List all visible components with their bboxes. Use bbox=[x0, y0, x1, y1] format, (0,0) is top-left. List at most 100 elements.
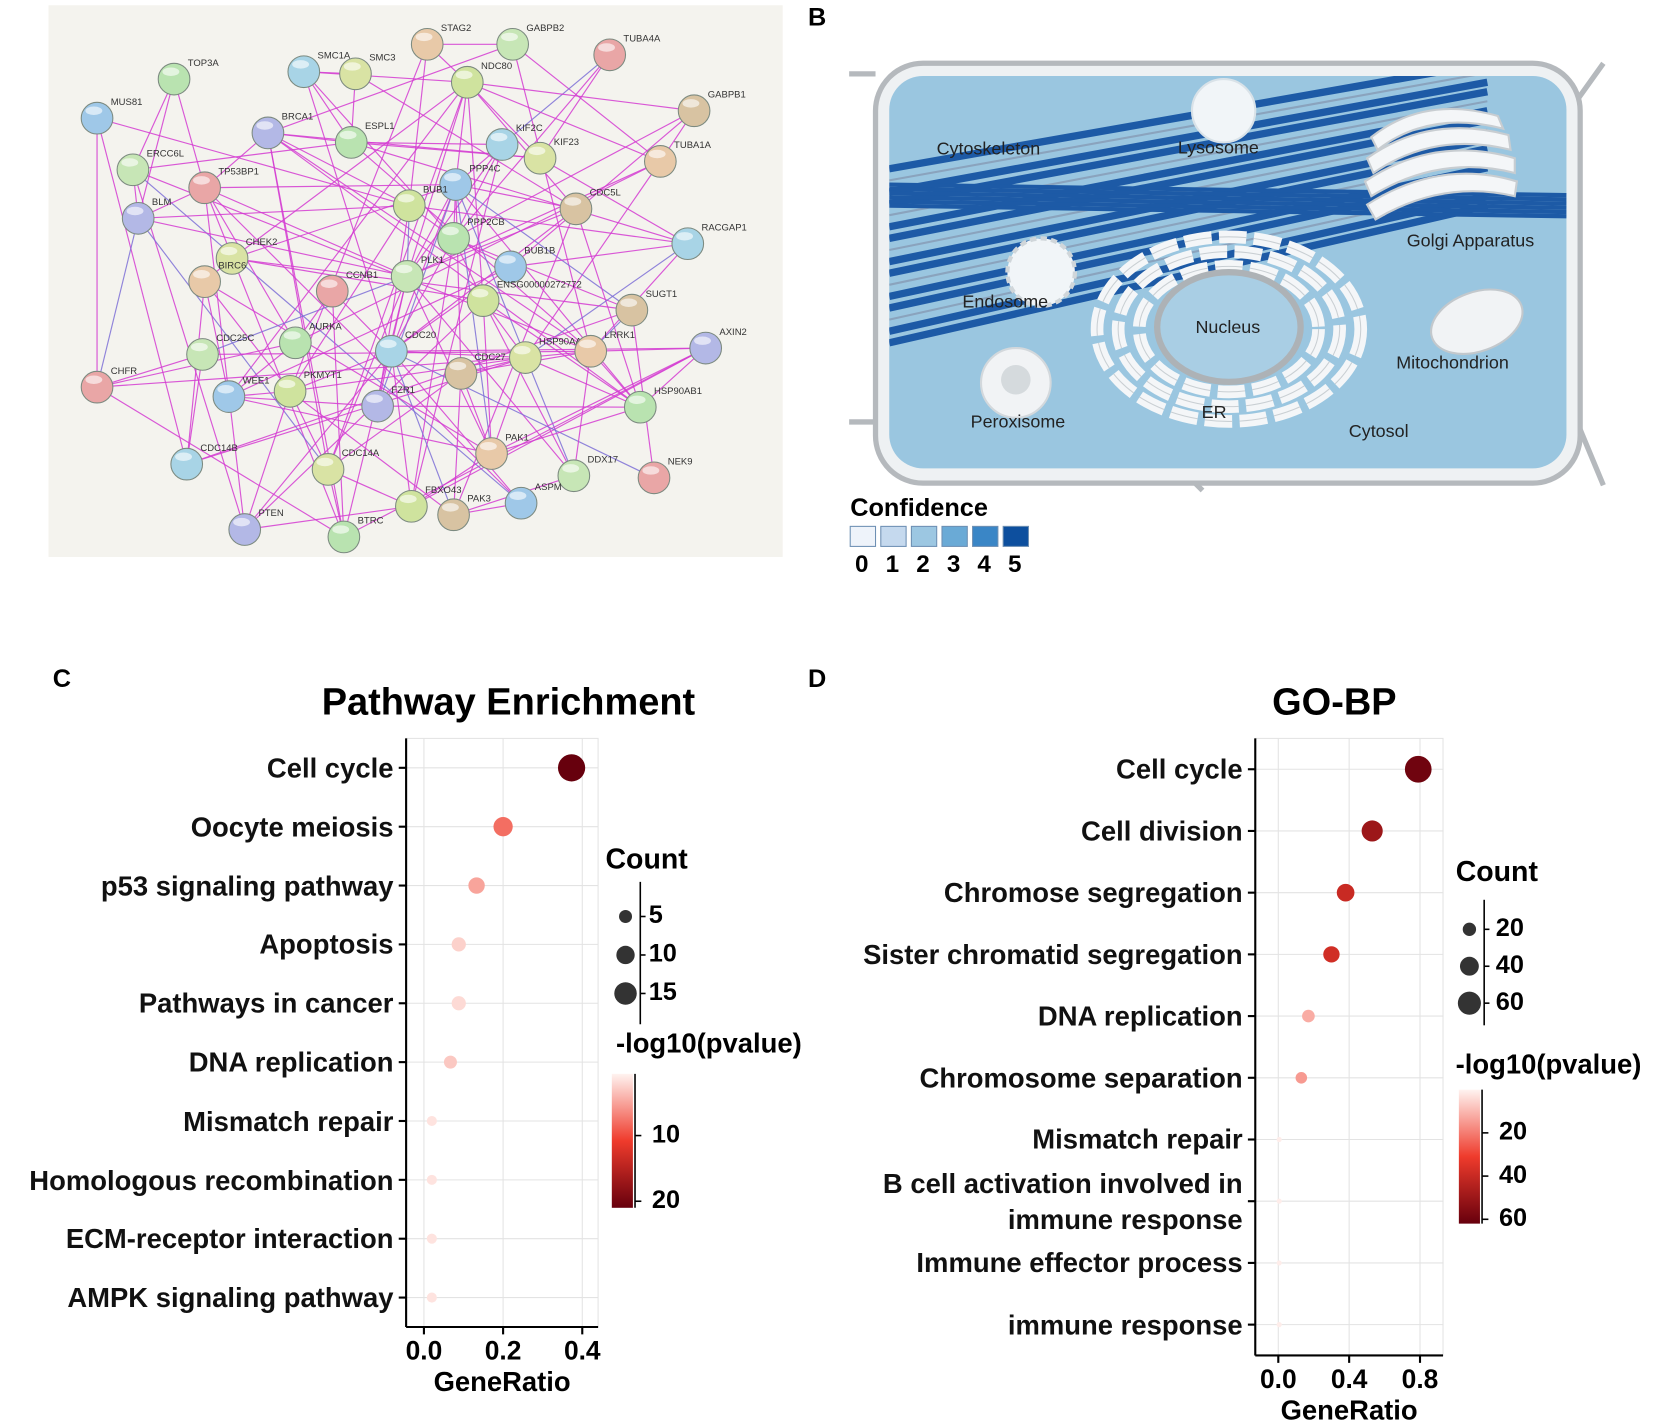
network-edge bbox=[390, 350, 522, 504]
node-highlight bbox=[283, 331, 301, 340]
network-edge bbox=[410, 238, 455, 507]
network-edge bbox=[137, 78, 175, 219]
node-label: BIRC6 bbox=[218, 260, 246, 271]
compartment-label: Cytosol bbox=[1349, 421, 1409, 441]
node-label: AXIN2 bbox=[719, 327, 746, 338]
legend-level: 5 bbox=[1008, 551, 1022, 578]
lysosome bbox=[1190, 78, 1257, 144]
node-label: DDX17 bbox=[588, 454, 619, 465]
node-label: AURKA bbox=[309, 322, 342, 333]
node-label: CDC25C bbox=[216, 333, 254, 344]
node-label: RACGAP1 bbox=[701, 222, 746, 233]
node-highlight bbox=[193, 176, 210, 185]
category-label: Chromosome separation bbox=[919, 1061, 1243, 1094]
node-label: ESPL1 bbox=[365, 121, 395, 132]
network-edge bbox=[96, 353, 203, 388]
size-legend-label: 10 bbox=[649, 940, 677, 968]
network-edge bbox=[289, 350, 392, 392]
node-label: NDC80 bbox=[481, 61, 512, 72]
node-label: ASPM bbox=[535, 482, 562, 493]
filament bbox=[889, 75, 1488, 173]
network-edge bbox=[132, 169, 522, 504]
network-edge bbox=[351, 141, 688, 245]
filament bbox=[889, 199, 1567, 215]
x-tick-label: 0.8 bbox=[1402, 1364, 1439, 1394]
node-highlight bbox=[490, 132, 508, 142]
network-edge bbox=[186, 354, 204, 465]
node-label: CDC27 bbox=[475, 352, 506, 363]
node-highlight bbox=[278, 379, 296, 389]
nucleus bbox=[1154, 268, 1304, 386]
category-label: DNA replication bbox=[1037, 1000, 1243, 1032]
dot bbox=[451, 937, 466, 952]
network-edge bbox=[575, 208, 641, 408]
x-tick-label: 0.4 bbox=[1331, 1364, 1368, 1394]
compartment-label: Mitochondrion bbox=[1396, 353, 1509, 373]
network-edge bbox=[377, 405, 641, 408]
x-axis-label: GeneRatio bbox=[1281, 1395, 1418, 1426]
node-highlight bbox=[220, 246, 238, 256]
node-highlight bbox=[676, 232, 694, 241]
size-legend-label: 40 bbox=[1496, 951, 1524, 979]
network-edge bbox=[390, 351, 455, 515]
legend-level: 4 bbox=[977, 551, 991, 578]
node-label: ENSG00000272772 bbox=[497, 279, 582, 290]
filament bbox=[889, 164, 1489, 301]
node-highlight bbox=[366, 394, 383, 403]
node-highlight bbox=[444, 172, 461, 182]
node-highlight bbox=[320, 279, 338, 288]
node-label: SMC3 bbox=[369, 53, 395, 64]
node-highlight bbox=[501, 32, 518, 42]
compartment-label: Nucleus bbox=[1195, 317, 1260, 337]
network-edge bbox=[524, 243, 689, 359]
node-label: PAK3 bbox=[467, 493, 491, 504]
network-edge bbox=[510, 243, 688, 268]
size-legend-dot bbox=[1457, 991, 1481, 1015]
category-label: p53 signaling pathway bbox=[100, 869, 394, 902]
colorbar-label: 20 bbox=[652, 1186, 680, 1214]
node-highlight bbox=[217, 385, 235, 394]
dot bbox=[1276, 1322, 1282, 1328]
size-legend-dot bbox=[616, 945, 635, 965]
category-label: Sister chromatid segregation bbox=[863, 938, 1243, 971]
node-label: TUBA1A bbox=[674, 140, 712, 151]
dot bbox=[557, 754, 586, 782]
dot bbox=[493, 817, 513, 837]
node-label: BUB1 bbox=[423, 184, 448, 195]
node-label: HSP90AA1 bbox=[539, 336, 587, 347]
size-legend-label: 60 bbox=[1496, 988, 1524, 1016]
dot bbox=[426, 1292, 437, 1303]
colorbar-label: 40 bbox=[1499, 1161, 1527, 1189]
node-label: BTRC bbox=[358, 516, 384, 527]
node-highlight bbox=[449, 361, 467, 371]
network-edge bbox=[466, 81, 541, 159]
network-edge bbox=[244, 505, 412, 531]
network-edge bbox=[186, 281, 206, 465]
size-legend-label: 20 bbox=[1496, 914, 1524, 942]
node-highlight bbox=[694, 336, 711, 345]
network-edge bbox=[231, 81, 468, 259]
legend-swatch bbox=[849, 525, 877, 547]
colorbar-label: 60 bbox=[1499, 1204, 1527, 1232]
node-highlight bbox=[628, 395, 646, 405]
node-highlight bbox=[332, 525, 350, 534]
size-legend-dot bbox=[1462, 922, 1477, 936]
node-label: BUB1B bbox=[524, 246, 555, 257]
er-ring-edge bbox=[1096, 236, 1362, 422]
network-edge bbox=[231, 257, 484, 302]
network-edge bbox=[406, 208, 577, 277]
dot bbox=[426, 1174, 437, 1185]
x-axis-label: GeneRatio bbox=[434, 1366, 571, 1397]
network-edge bbox=[295, 160, 661, 344]
network-edge bbox=[303, 71, 468, 83]
node-label: WEE1 bbox=[243, 375, 270, 386]
filament bbox=[889, 186, 1567, 202]
node-highlight bbox=[292, 60, 310, 69]
legend-swatch bbox=[1002, 525, 1030, 547]
network-edge bbox=[525, 357, 641, 408]
network-edge bbox=[138, 205, 410, 219]
node-highlight bbox=[233, 517, 250, 527]
size-legend-dot bbox=[619, 910, 633, 923]
network-edge bbox=[204, 281, 230, 397]
